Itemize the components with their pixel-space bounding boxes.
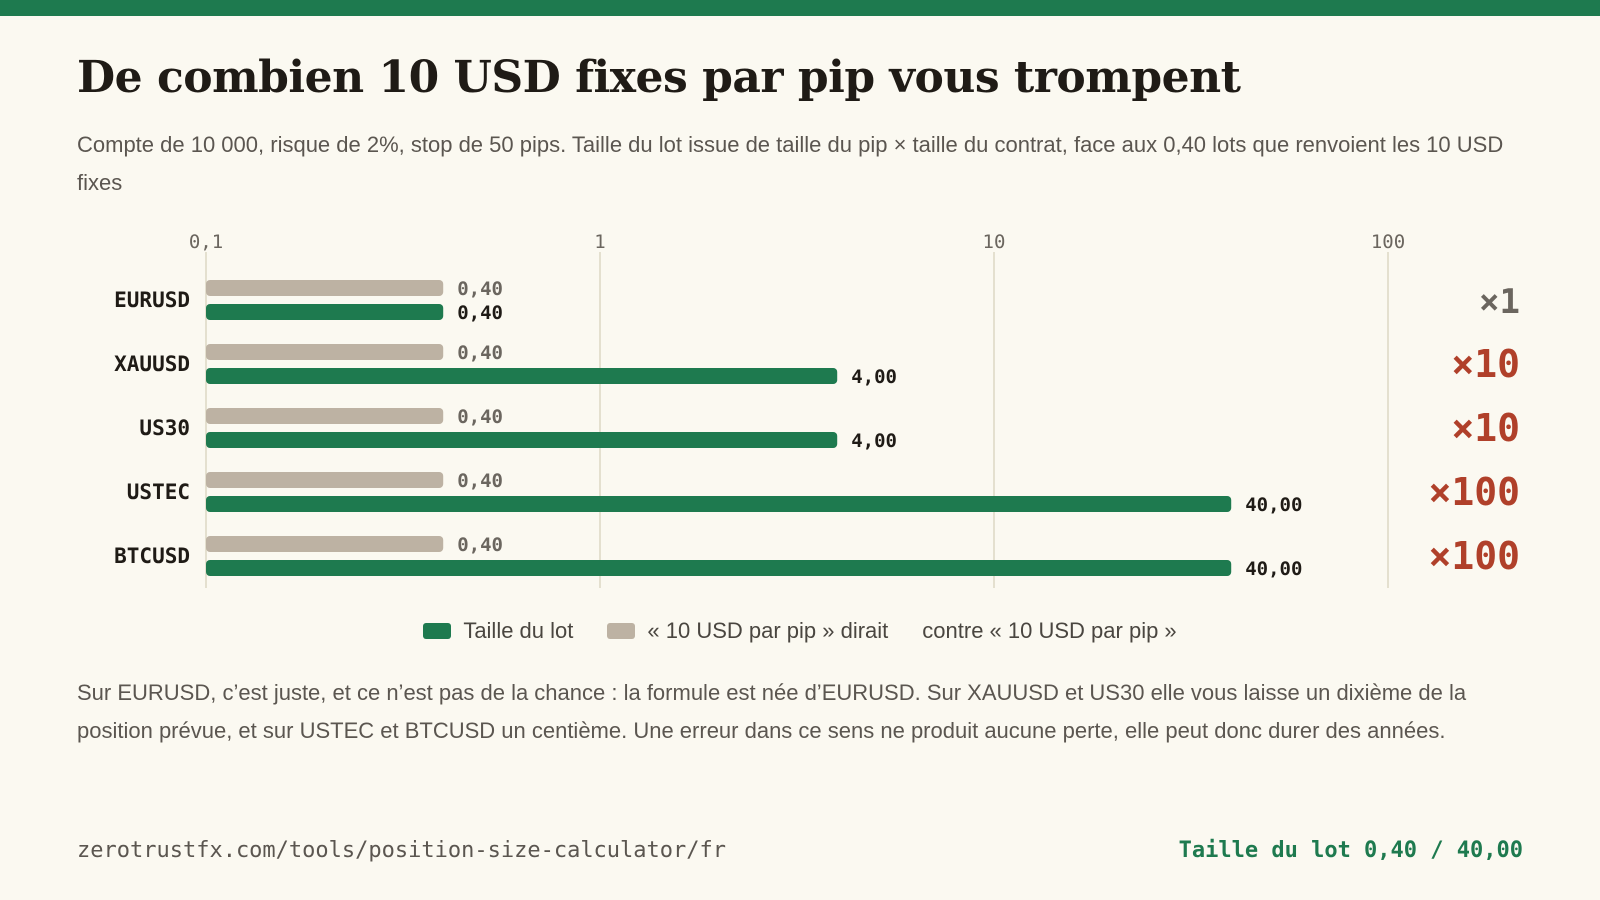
data-label-naive: 0,40 [457,534,503,556]
data-label-lot-size: 4,00 [851,366,897,388]
legend-label-lot-size: Taille du lot [463,618,574,643]
legend-item-ratio: contre « 10 USD par pip » [922,618,1176,644]
data-label-naive: 0,40 [457,278,503,300]
data-label-lot-size: 0,40 [457,302,503,324]
category-label: USTEC [127,480,190,504]
data-label-naive: 0,40 [457,342,503,364]
explanatory-note: Sur EURUSD, c’est juste, et ce n’est pas… [77,680,1467,743]
bar-lot-size-btcusd [206,560,1232,576]
legend-swatch-naive [607,623,636,639]
bar-lot-size-eurusd [206,304,444,320]
category-label: XAUUSD [114,352,190,376]
footer-summary: Taille du lot 0,40 / 40,00 [1178,838,1523,863]
bar-naive-btcusd [206,536,444,552]
legend: Taille du lot « 10 USD par pip » dirait … [0,618,1600,644]
x-tick-label: 1 [594,231,605,253]
legend-swatch-lot-size [423,623,452,639]
ratio-label: ×100 [1428,534,1520,578]
bar-lot-size-ustec [206,496,1232,512]
page-title: De combien 10 USD fixes par pip vous tro… [77,52,1241,103]
data-label-naive: 0,40 [457,470,503,492]
category-label: BTCUSD [114,544,190,568]
top-accent-bar [0,0,1600,16]
page-subtitle: Compte de 10 000, risque de 2%, stop de … [77,132,1504,195]
ratio-label: ×10 [1451,342,1520,386]
data-label-naive: 0,40 [457,406,503,428]
legend-item-lot-size: Taille du lot [423,618,573,644]
ratio-label: ×1 [1479,282,1520,322]
footer-url[interactable]: zerotrustfx.com/tools/position-size-calc… [77,838,727,863]
x-tick-label: 0,1 [189,231,223,253]
bar-naive-eurusd [206,280,444,296]
data-label-lot-size: 40,00 [1245,494,1302,516]
bar-naive-us30 [206,408,444,424]
legend-item-naive: « 10 USD par pip » dirait [607,618,888,644]
bar-lot-size-us30 [206,432,838,448]
x-tick-label: 10 [983,231,1006,253]
category-label: EURUSD [114,288,190,312]
bar-naive-ustec [206,472,444,488]
legend-label-naive: « 10 USD par pip » dirait [647,618,889,643]
data-label-lot-size: 4,00 [851,430,897,452]
legend-label-ratio: contre « 10 USD par pip » [922,618,1177,643]
bar-naive-xauusd [206,344,444,360]
bar-lot-size-xauusd [206,368,838,384]
ratio-label: ×10 [1451,406,1520,450]
bar-layer [206,280,1232,576]
x-tick-label: 100 [1371,231,1405,253]
category-label: US30 [139,416,190,440]
ratio-label: ×100 [1428,470,1520,514]
data-label-lot-size: 40,00 [1245,558,1302,580]
